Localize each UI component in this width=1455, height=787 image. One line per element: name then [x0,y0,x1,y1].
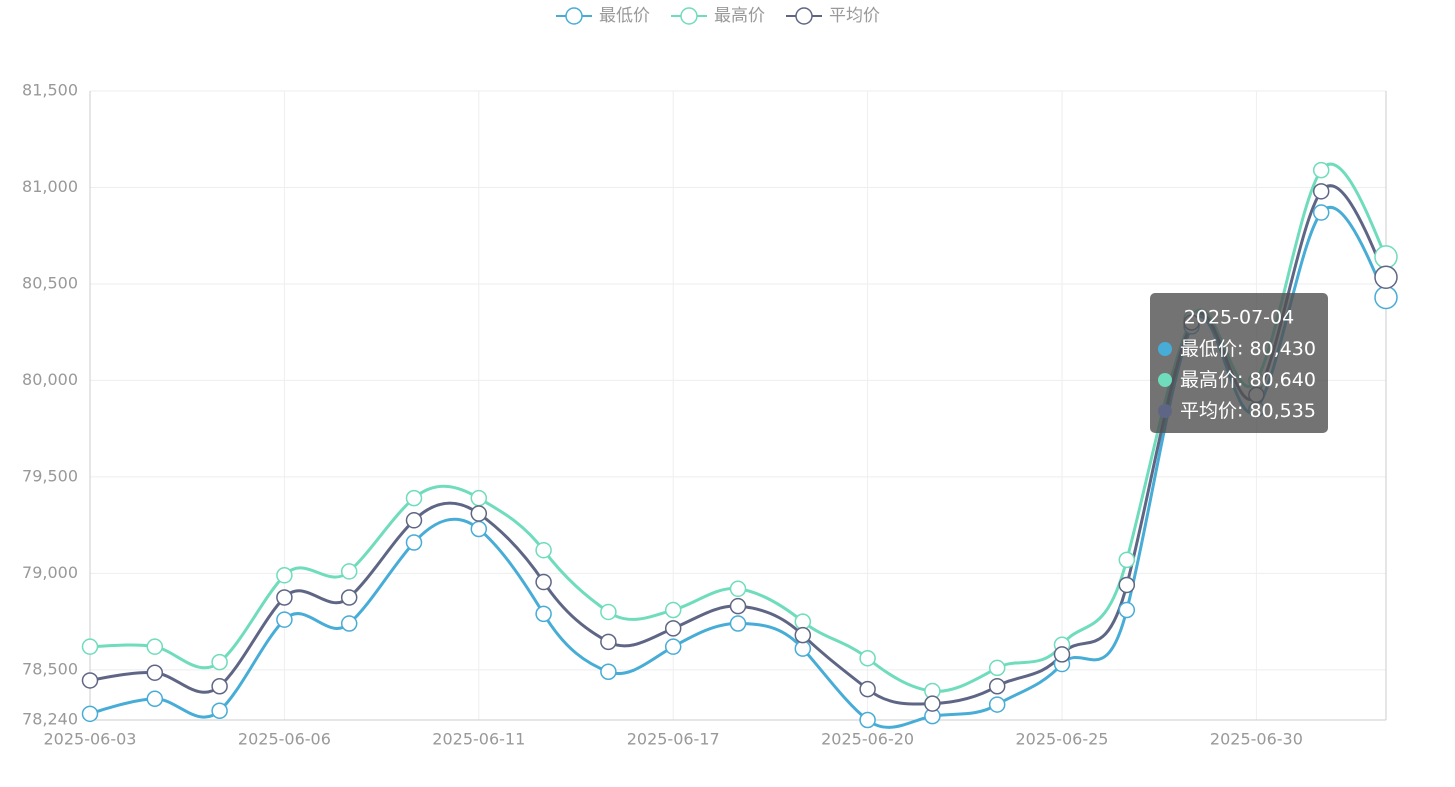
data-point [859,711,876,729]
y-tick-label: 79,000 [22,563,78,582]
data-point [729,580,747,598]
data-point [859,650,876,667]
data-point [1374,245,1398,269]
legend-icon [680,7,698,25]
data-point [859,680,876,698]
data-point [1118,551,1136,569]
data-point [146,638,164,655]
data-point [988,677,1006,695]
tooltip-series-name: 平均价 [1180,400,1237,422]
data-point [340,589,358,606]
data-point [664,638,682,655]
data-point [535,541,552,559]
x-tick-label: 2025-06-03 [44,730,137,749]
tooltip-item: 平均价: 80,535 [1180,400,1316,422]
data-point [1053,646,1071,663]
y-tick-label: 81,000 [22,177,78,196]
tooltip-series-name: 最低价 [1180,338,1237,360]
y-tick-label: 80,500 [22,273,78,292]
tooltip-series-name: 最高价 [1180,369,1237,391]
data-point [1374,265,1398,289]
tooltip: 2025-07-04 最低价: 80,430 最高价: 80,640 平均价: 80,… [1150,293,1328,433]
tooltip-value: 80,430 [1249,338,1315,360]
data-point [664,620,682,637]
data-point [81,672,99,689]
tooltip-dot [1158,404,1172,418]
data-point [340,563,358,580]
data-point [535,605,552,623]
tooltip-title: 2025-07-04 [1184,307,1294,329]
tooltip-dot [1158,342,1172,356]
y-tick-label: 78,240 [22,710,78,729]
tooltip-dot [1158,373,1172,387]
data-point [405,512,423,529]
data-point [470,505,488,522]
data-point [146,690,164,708]
data-point [405,534,423,551]
data-point [988,659,1006,677]
data-point [1374,285,1398,310]
legend-label: 平均价 [829,6,880,26]
data-point [81,705,99,723]
tooltip-value: 80,640 [1249,369,1315,391]
data-point [211,653,228,671]
x-tick-label: 2025-06-25 [1016,730,1109,749]
data-point [405,489,423,507]
data-point [600,633,617,651]
legend-icon [795,7,813,25]
data-point [470,489,488,507]
tooltip-item: 最高价: 80,640 [1180,369,1316,391]
legend-label: 最低价 [599,6,650,26]
data-point [794,613,812,630]
data-point [1312,204,1330,221]
data-point [729,597,747,615]
tooltip-item: 最低价: 80,430 [1180,338,1316,360]
data-point [276,611,293,628]
data-point [1312,183,1330,200]
data-point [340,615,358,632]
x-tick-label: 2025-06-30 [1210,730,1303,749]
legend-label: 最高价 [714,6,765,26]
data-point [1118,601,1136,619]
data-point [276,589,293,606]
data-point [470,520,488,538]
data-point [600,663,617,681]
data-point [211,677,228,695]
data-point [988,696,1006,713]
data-point [211,702,228,719]
y-tick-label: 80,000 [22,370,78,389]
x-tick-label: 2025-06-20 [821,730,914,749]
data-point [276,567,293,584]
data-point [1312,161,1330,179]
data-point [729,615,747,632]
x-tick-label: 2025-06-17 [627,730,720,749]
data-point [81,638,99,655]
data-point [535,573,552,591]
data-point [1118,576,1136,594]
x-tick-label: 2025-06-06 [238,730,331,749]
data-point [924,695,941,712]
legend-icon [565,7,583,25]
y-tick-label: 81,500 [22,81,78,100]
data-point [664,601,682,619]
y-tick-label: 78,500 [22,659,78,678]
y-tick-label: 79,500 [22,466,78,485]
tooltip-value: 80,535 [1249,400,1315,422]
data-point [794,626,812,644]
data-point [600,603,617,621]
x-tick-label: 2025-06-11 [432,730,525,749]
data-point [794,640,812,657]
data-point [146,664,164,681]
tooltip-box [1150,293,1328,433]
